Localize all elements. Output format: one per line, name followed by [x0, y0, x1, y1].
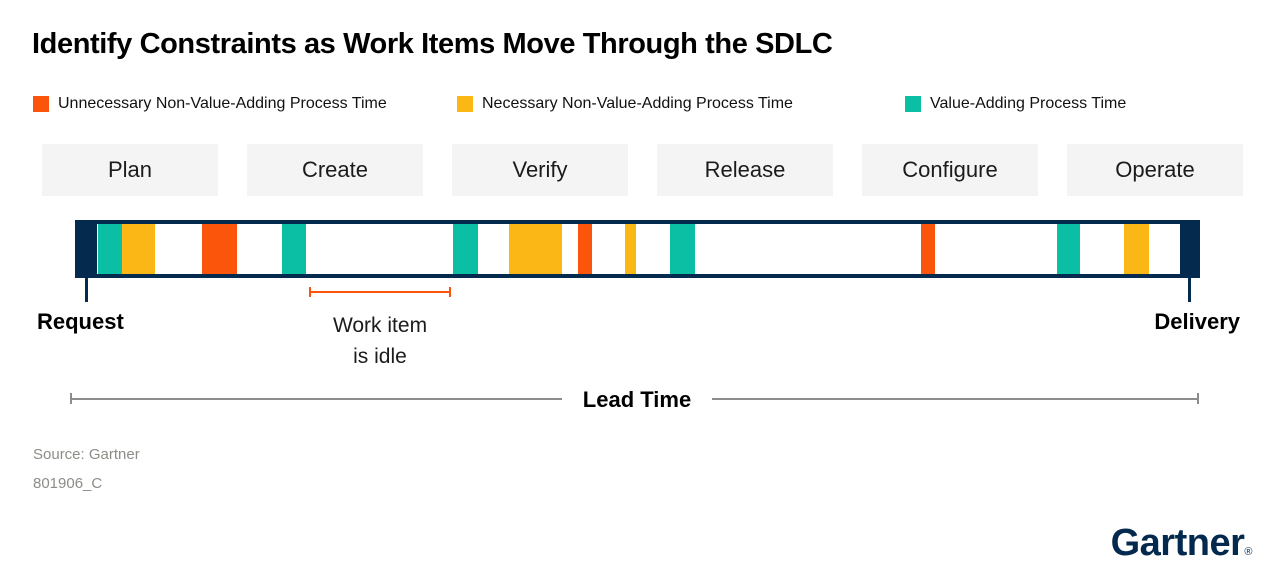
timeline-segment-value_adding — [670, 224, 695, 274]
legend-label: Unnecessary Non-Value-Adding Process Tim… — [58, 95, 387, 112]
legend-item: Necessary Non-Value-Adding Process Time — [457, 94, 793, 114]
timeline-segment-value_adding — [282, 224, 306, 274]
registered-mark-icon: ® — [1244, 546, 1252, 558]
source-line: Source: Gartner — [33, 446, 140, 463]
timeline-segment-necessary_nva — [1124, 224, 1149, 274]
idle-bracket-line — [309, 291, 451, 293]
stage-label: Release — [704, 157, 786, 182]
stage-box-operate: Operate — [1067, 144, 1243, 196]
stage-row: Plan Create Verify Release Configure Operate — [42, 144, 1243, 196]
lead-time-right-tick — [1197, 393, 1199, 404]
timeline-segment-cap — [79, 224, 97, 274]
stage-box-configure: Configure — [862, 144, 1038, 196]
idle-bracket-left-tick — [309, 287, 311, 297]
stage-box-release: Release — [657, 144, 833, 196]
stage-box-plan: Plan — [42, 144, 218, 196]
idle-annotation-line2: is idle — [353, 345, 407, 368]
stage-label: Plan — [107, 157, 153, 182]
timeline-segment-necessary_nva — [625, 224, 636, 274]
stage-label: Create — [301, 157, 369, 182]
stage-label: Verify — [512, 157, 568, 182]
idle-annotation-line1: Work item — [332, 314, 428, 337]
lead-time-line-left — [70, 398, 562, 400]
lead-time-line-right — [712, 398, 1199, 400]
legend-swatch-icon — [905, 96, 921, 112]
timeline-segment-unnecessary_nva — [578, 224, 592, 274]
timeline-segment-necessary_nva — [122, 224, 155, 274]
legend-label: Value-Adding Process Time — [930, 95, 1127, 112]
legend-label: Necessary Non-Value-Adding Process Time — [482, 95, 793, 112]
stage-box-verify: Verify — [452, 144, 628, 196]
gartner-logo: Gartner® — [1110, 522, 1253, 565]
gartner-logo-text: Gartner — [1110, 522, 1245, 564]
idle-bracket — [309, 287, 451, 297]
lead-time-left-tick — [70, 393, 72, 404]
stage-label: Operate — [1115, 157, 1195, 182]
timeline-segment-value_adding — [1057, 224, 1080, 274]
timeline-segment-necessary_nva — [509, 224, 562, 274]
legend-item: Unnecessary Non-Value-Adding Process Tim… — [33, 94, 387, 114]
stage-box-create: Create — [247, 144, 423, 196]
idle-annotation: Work item is idle — [300, 310, 460, 372]
timeline-segment-value_adding — [453, 224, 478, 274]
legend-swatch-icon — [33, 96, 49, 112]
document-id: 801906_C — [33, 475, 103, 492]
timeline-segment-unnecessary_nva — [202, 224, 237, 274]
request-tick — [85, 278, 88, 302]
timeline-segment-cap — [1180, 224, 1196, 274]
legend-item: Value-Adding Process Time — [905, 94, 1126, 114]
timeline-segment-value_adding — [98, 224, 122, 274]
request-label: Request — [37, 309, 124, 334]
stage-label: Configure — [902, 157, 998, 182]
legend-swatch-icon — [457, 96, 473, 112]
delivery-tick — [1188, 278, 1191, 302]
idle-bracket-right-tick — [449, 287, 451, 297]
timeline-segment-unnecessary_nva — [921, 224, 935, 274]
timeline-bar-inner — [79, 224, 1196, 274]
page-title: Identify Constraints as Work Items Move … — [32, 28, 833, 60]
lead-time-label: Lead Time — [582, 387, 692, 412]
delivery-label: Delivery — [1154, 309, 1240, 334]
timeline-bar — [75, 220, 1200, 278]
